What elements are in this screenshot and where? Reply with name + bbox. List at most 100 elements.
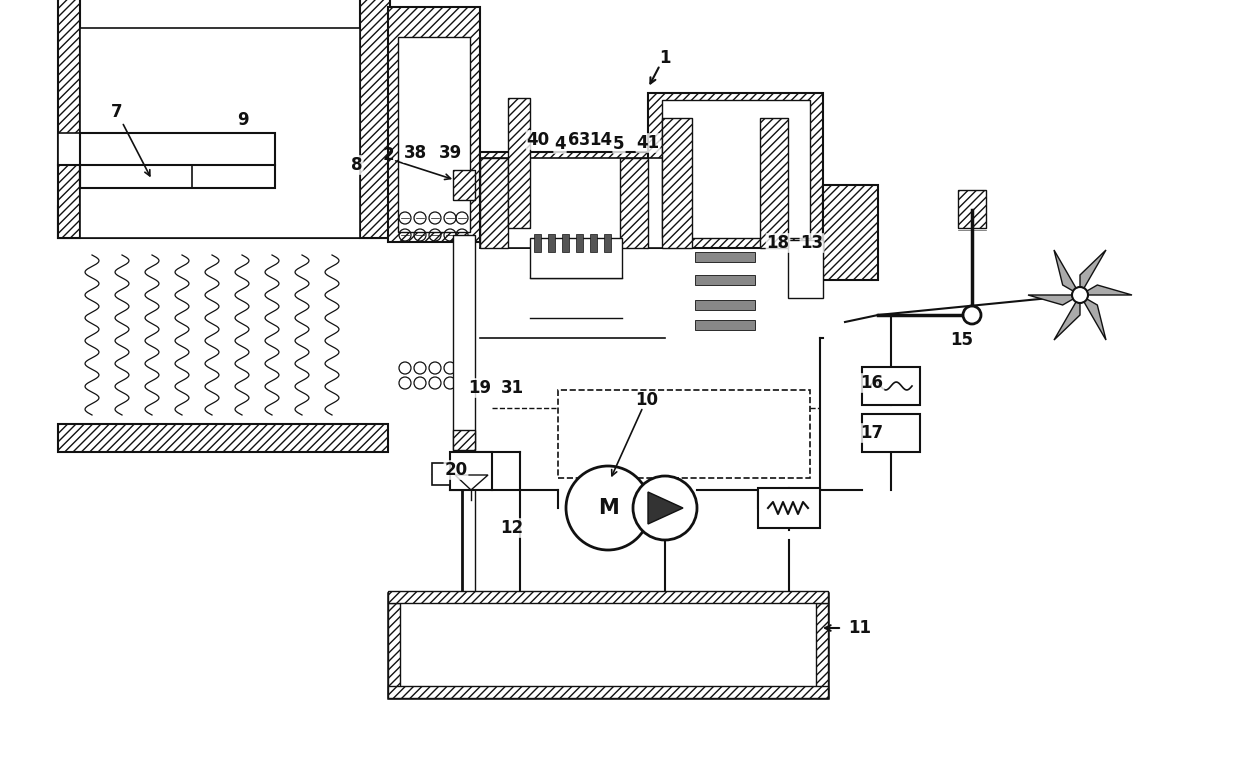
Bar	[529, 238, 622, 278]
Polygon shape	[1054, 250, 1080, 295]
Bar	[862, 367, 920, 405]
Bar	[480, 158, 508, 248]
Bar	[694, 320, 755, 330]
Bar	[649, 93, 823, 248]
Bar	[620, 158, 649, 248]
Bar	[432, 463, 450, 485]
Text: 1: 1	[660, 49, 671, 67]
Text: 41: 41	[636, 134, 660, 152]
Bar	[480, 152, 665, 200]
Polygon shape	[649, 492, 683, 524]
Circle shape	[963, 306, 981, 324]
Bar	[81, 133, 275, 188]
Bar	[453, 430, 475, 450]
Bar	[787, 240, 823, 298]
Bar	[558, 390, 810, 478]
Text: 40: 40	[527, 131, 549, 149]
Text: 20: 20	[444, 461, 467, 479]
Bar	[662, 118, 692, 248]
Bar	[620, 158, 649, 248]
Bar	[388, 7, 480, 242]
Bar	[388, 603, 401, 698]
Bar	[388, 603, 401, 698]
Circle shape	[1073, 287, 1087, 303]
Polygon shape	[1028, 295, 1080, 305]
Text: 2: 2	[382, 146, 394, 164]
Bar	[760, 118, 787, 248]
Bar	[562, 234, 569, 252]
Bar	[388, 7, 480, 242]
Bar	[662, 100, 810, 238]
Text: 7: 7	[112, 103, 123, 121]
Text: 17: 17	[861, 424, 884, 442]
Bar	[58, 206, 388, 238]
Text: 8: 8	[351, 156, 363, 174]
Bar	[388, 593, 828, 698]
Bar	[453, 170, 475, 200]
Bar	[823, 185, 878, 280]
Text: 39: 39	[439, 144, 461, 162]
Bar	[58, 206, 388, 238]
Polygon shape	[1080, 295, 1106, 340]
Text: 4: 4	[554, 135, 565, 153]
Text: 6: 6	[568, 131, 580, 149]
Bar	[508, 98, 529, 228]
Bar	[58, 0, 81, 238]
Bar	[604, 234, 611, 252]
Bar	[388, 686, 828, 698]
Bar	[959, 190, 986, 228]
Text: 15: 15	[951, 331, 973, 349]
Text: 38: 38	[403, 144, 427, 162]
Circle shape	[565, 466, 650, 550]
Bar	[398, 37, 470, 232]
Bar	[453, 170, 475, 200]
Bar	[534, 234, 541, 252]
Bar	[58, 133, 275, 165]
Text: 19: 19	[469, 379, 491, 397]
Text: 10: 10	[635, 391, 658, 409]
Text: 5: 5	[614, 135, 625, 153]
Bar	[480, 158, 508, 248]
Bar	[816, 603, 828, 698]
Polygon shape	[1080, 285, 1132, 295]
Polygon shape	[1054, 295, 1080, 340]
Bar	[694, 275, 755, 285]
Bar	[590, 234, 596, 252]
Bar	[823, 185, 878, 280]
Circle shape	[632, 476, 697, 540]
Polygon shape	[1080, 250, 1106, 295]
Text: 18: 18	[766, 234, 790, 252]
Text: M: M	[598, 498, 619, 518]
Text: 3: 3	[579, 131, 590, 149]
Bar	[58, 424, 388, 452]
Bar	[758, 488, 820, 528]
Bar	[662, 118, 692, 248]
Bar	[694, 252, 755, 262]
Bar	[453, 430, 475, 450]
Bar	[58, 0, 81, 238]
Bar	[58, 424, 388, 452]
Bar	[508, 98, 529, 228]
Bar	[81, 28, 360, 238]
Bar	[388, 591, 828, 603]
Text: 12: 12	[501, 519, 523, 537]
Text: 16: 16	[861, 374, 883, 392]
Bar	[548, 234, 556, 252]
Text: 9: 9	[237, 111, 249, 129]
Bar	[360, 0, 391, 238]
Bar	[760, 118, 787, 248]
Bar	[649, 93, 823, 248]
Text: 14: 14	[589, 131, 613, 149]
Bar	[577, 234, 583, 252]
Bar	[480, 158, 665, 248]
Bar	[388, 686, 828, 698]
Bar	[816, 603, 828, 698]
Bar	[862, 414, 920, 452]
Text: 11: 11	[848, 619, 870, 637]
Bar	[694, 300, 755, 310]
Bar	[388, 591, 828, 603]
Text: 31: 31	[501, 379, 523, 397]
Bar	[480, 152, 665, 200]
Text: 13: 13	[801, 234, 823, 252]
Bar	[360, 0, 391, 238]
